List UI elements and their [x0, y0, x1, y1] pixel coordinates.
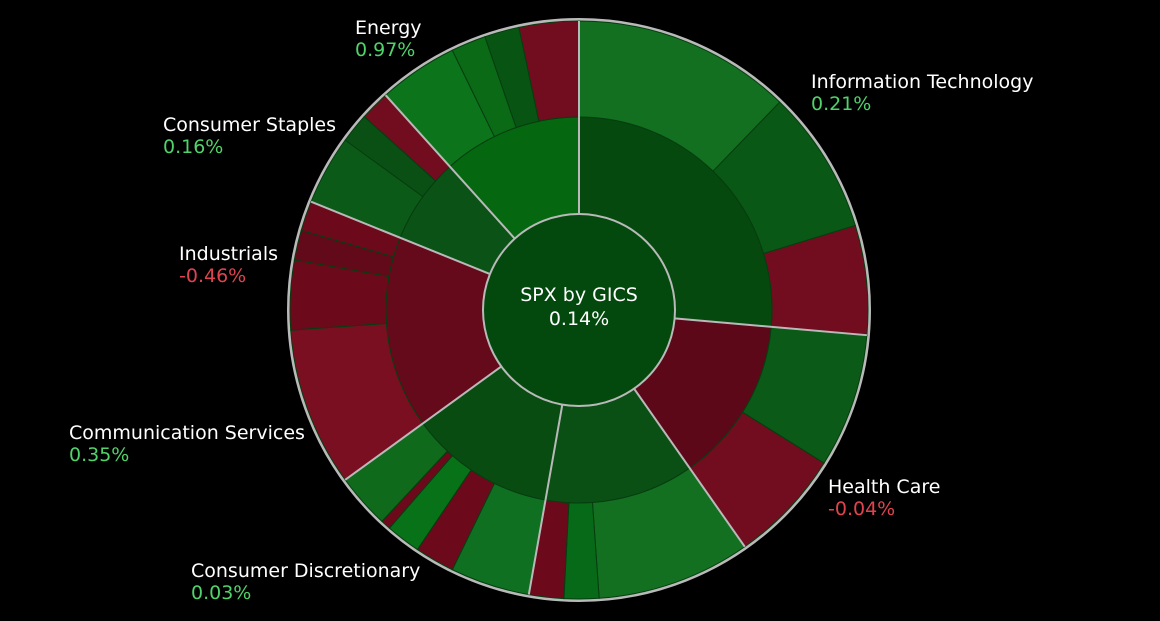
sector-change: -0.04% [828, 498, 896, 520]
sector-label: Information Technology 0.21% [811, 71, 1033, 115]
sector-change: 0.21% [811, 93, 872, 115]
sector-change: 0.97% [355, 39, 416, 61]
sector-change: 0.16% [163, 136, 224, 158]
sector-name: Consumer Staples [163, 114, 337, 136]
sector-5-divider [310, 200, 491, 275]
sector-label: Consumer Discretionary 0.03% [191, 560, 420, 604]
sector-name: Energy [355, 17, 422, 39]
center-title: SPX by GICS [520, 284, 638, 306]
sector-label: Consumer Staples 0.16% [163, 114, 336, 158]
sector-3-divider [527, 404, 564, 595]
center-value: 0.14% [548, 308, 610, 330]
sector-1-divider [674, 317, 867, 337]
sector-6-divider [384, 94, 516, 240]
sector-label: Industrials -0.46% [179, 243, 278, 287]
sector-change: -0.46% [179, 265, 247, 287]
sector-change: 0.03% [191, 582, 252, 604]
sector-label: Communication Services 0.35% [69, 422, 305, 466]
sector-name: Industrials [179, 243, 279, 265]
outer-ring [287, 18, 871, 602]
sector-name: Information Technology [811, 71, 1034, 93]
sector-name: Consumer Discretionary [191, 560, 421, 582]
center-disc[interactable] [482, 213, 676, 407]
sector-4-divider [344, 365, 502, 481]
sector-label: Health Care -0.04% [828, 476, 940, 520]
sector-change: 0.35% [69, 444, 130, 466]
sector-name: Communication Services [69, 422, 305, 444]
sector-2-divider [633, 388, 746, 548]
sector-label: Energy 0.97% [355, 17, 422, 61]
sector-name: Health Care [828, 476, 941, 498]
sector-2-sub-wedge-1[interactable] [563, 501, 600, 600]
